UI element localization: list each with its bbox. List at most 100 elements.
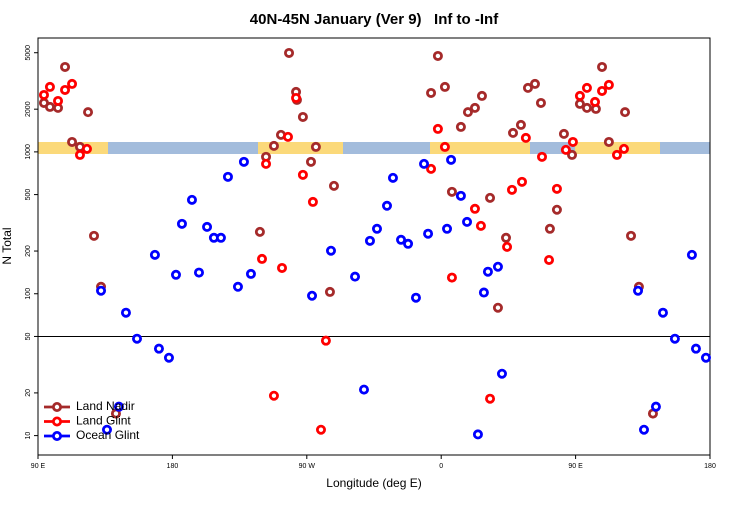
data-point <box>256 253 267 264</box>
data-point <box>439 141 450 152</box>
data-point <box>439 81 450 92</box>
x-tick-label: 180 <box>167 463 179 470</box>
land-strip <box>430 142 530 154</box>
data-point <box>633 285 644 296</box>
data-point <box>475 220 486 231</box>
data-point <box>396 234 407 245</box>
y-tick-label: 500 <box>25 189 32 201</box>
data-point <box>297 111 308 122</box>
chart-title: 40N-45N January (Ver 9) Inf to -Inf <box>250 11 499 28</box>
map-strip <box>38 142 710 154</box>
data-point <box>611 149 622 160</box>
data-point <box>581 82 592 93</box>
data-point <box>324 286 335 297</box>
data-point <box>268 140 279 151</box>
data-point <box>432 50 443 61</box>
data-point <box>581 102 592 113</box>
data-point <box>455 190 466 201</box>
data-point <box>620 107 631 118</box>
data-point <box>529 78 540 89</box>
data-point <box>520 132 531 143</box>
data-point <box>432 123 443 134</box>
data-point <box>442 223 453 234</box>
data-point <box>597 85 608 96</box>
y-tick-label: 50 <box>25 332 32 340</box>
data-point <box>508 127 519 138</box>
data-point <box>120 307 131 318</box>
y-tick-label: 10 <box>25 432 32 440</box>
plot-frame <box>37 37 711 456</box>
data-point <box>149 249 160 260</box>
data-point <box>153 343 164 354</box>
data-point <box>74 149 85 160</box>
legend-label: Land Glint <box>76 414 131 428</box>
data-point <box>297 169 308 180</box>
data-point <box>597 61 608 72</box>
data-point <box>193 267 204 278</box>
y-tick-label: 200 <box>25 245 32 257</box>
data-point <box>516 176 527 187</box>
land-strip <box>258 142 343 154</box>
data-point <box>650 401 661 412</box>
land-strip <box>575 142 660 154</box>
data-point <box>44 101 55 112</box>
y-tick-label: 1000 <box>25 144 32 160</box>
data-point <box>215 232 226 243</box>
data-point <box>305 156 316 167</box>
data-point <box>686 249 697 260</box>
data-point <box>277 262 288 273</box>
data-point <box>657 307 668 318</box>
data-point <box>485 192 496 203</box>
data-point <box>53 95 64 106</box>
data-point <box>669 333 680 344</box>
data-point <box>358 384 369 395</box>
data-point <box>638 424 649 435</box>
x-tick-label: 90 W <box>299 463 316 470</box>
data-point <box>590 96 601 107</box>
data-point <box>501 232 512 243</box>
data-point <box>310 141 321 152</box>
data-point <box>202 221 213 232</box>
data-point <box>176 218 187 229</box>
data-point <box>544 254 555 265</box>
data-point <box>574 90 585 101</box>
data-point <box>551 204 562 215</box>
y-axis-label: N Total <box>0 227 14 264</box>
data-point <box>506 184 517 195</box>
data-point <box>690 343 701 354</box>
data-point <box>222 171 233 182</box>
ocean-strip <box>38 142 710 154</box>
data-point <box>446 272 457 283</box>
data-point <box>315 424 326 435</box>
data-point <box>410 292 421 303</box>
data-point <box>328 180 339 191</box>
data-point <box>44 81 55 92</box>
data-point <box>469 203 480 214</box>
data-point <box>522 82 533 93</box>
data-point <box>626 230 637 241</box>
legend-marker <box>52 401 63 412</box>
x-tick-label: 0 <box>439 463 443 470</box>
data-point <box>419 158 430 169</box>
data-point <box>89 230 100 241</box>
legend-marker <box>52 416 63 427</box>
data-point <box>558 128 569 139</box>
data-point <box>446 154 457 165</box>
data-point <box>325 245 336 256</box>
data-point <box>67 78 78 89</box>
data-point <box>496 368 507 379</box>
data-point <box>515 119 526 130</box>
data-point <box>455 121 466 132</box>
legend-label: Ocean Glint <box>76 428 140 442</box>
data-point <box>232 281 243 292</box>
legend-label: Land Nadir <box>76 399 135 413</box>
data-point <box>186 194 197 205</box>
data-point <box>544 223 555 234</box>
data-point <box>163 352 174 363</box>
y-tick-label: 20 <box>25 389 32 397</box>
data-point <box>81 143 92 154</box>
data-point <box>113 401 124 412</box>
data-point <box>307 290 318 301</box>
